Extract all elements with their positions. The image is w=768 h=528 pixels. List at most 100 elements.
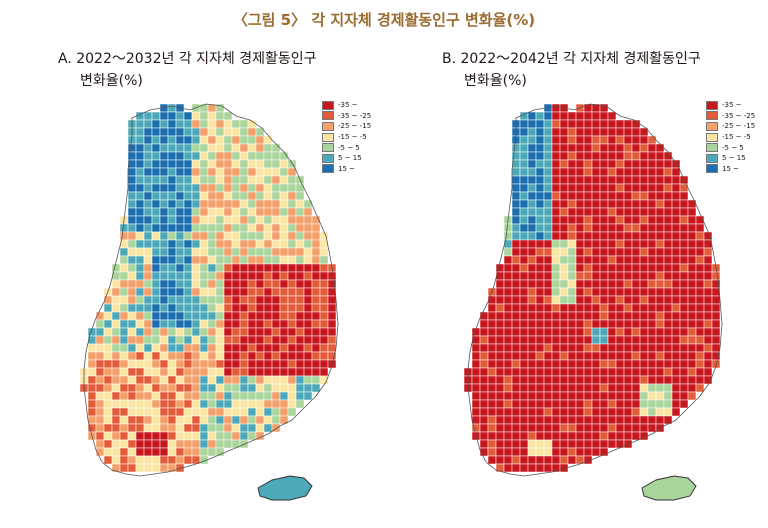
region-cell xyxy=(591,391,601,401)
region-cell xyxy=(151,119,161,129)
region-cell xyxy=(279,183,289,193)
region-cell xyxy=(567,119,577,129)
region-cell xyxy=(671,351,681,361)
region-cell xyxy=(167,447,177,457)
region-cell xyxy=(135,343,145,353)
region-cell xyxy=(103,415,113,425)
region-cell xyxy=(159,327,169,337)
region-cell xyxy=(511,383,521,393)
region-cell xyxy=(199,263,209,273)
region-cell xyxy=(119,415,129,425)
region-cell xyxy=(527,423,537,433)
region-cell xyxy=(303,303,313,313)
region-cell xyxy=(535,335,545,345)
region-cell xyxy=(295,255,305,265)
region-cell xyxy=(655,199,665,209)
region-cell xyxy=(607,239,617,249)
region-cell xyxy=(215,383,225,393)
region-cell xyxy=(503,351,513,361)
region-cell xyxy=(231,383,241,393)
region-cell xyxy=(615,327,625,337)
region-cell xyxy=(271,167,281,177)
region-cell xyxy=(543,223,553,233)
region-cell xyxy=(175,407,185,417)
region-cell xyxy=(287,223,297,233)
region-cell xyxy=(559,215,569,225)
region-cell xyxy=(591,127,601,137)
region-cell xyxy=(559,447,569,457)
region-cell xyxy=(247,407,257,417)
region-cell xyxy=(591,423,601,433)
region-cell xyxy=(303,375,313,385)
region-cell xyxy=(239,287,249,297)
region-cell xyxy=(271,239,281,249)
region-cell xyxy=(647,159,657,169)
region-cell xyxy=(679,351,689,361)
region-cell xyxy=(479,335,489,345)
region-cell xyxy=(535,279,545,289)
region-cell xyxy=(615,279,625,289)
region-cell xyxy=(207,359,217,369)
region-cell xyxy=(559,199,569,209)
region-cell xyxy=(615,335,625,345)
region-cell xyxy=(143,175,153,185)
region-cell xyxy=(599,119,609,129)
region-cell xyxy=(663,311,673,321)
region-cell xyxy=(511,223,521,233)
region-cell xyxy=(167,319,177,329)
region-cell xyxy=(575,279,585,289)
region-cell xyxy=(311,319,321,329)
region-cell xyxy=(511,399,521,409)
region-cell xyxy=(183,303,193,313)
legend-label: -35 ~ -25 xyxy=(722,111,756,120)
region-cell xyxy=(535,351,545,361)
region-cell xyxy=(319,255,329,265)
region-cell xyxy=(199,407,209,417)
region-cell xyxy=(287,359,297,369)
region-cell xyxy=(119,327,129,337)
legend-swatch xyxy=(322,164,334,174)
region-cell xyxy=(599,287,609,297)
region-cell xyxy=(575,359,585,369)
region-cell xyxy=(263,383,273,393)
region-cell xyxy=(495,311,505,321)
region-cell xyxy=(511,191,521,201)
region-cell xyxy=(535,391,545,401)
region-cell xyxy=(527,311,537,321)
region-cell xyxy=(311,375,321,385)
region-cell xyxy=(647,207,657,217)
region-cell xyxy=(167,287,177,297)
region-cell xyxy=(151,151,161,161)
region-cell xyxy=(287,167,297,177)
region-cell xyxy=(567,327,577,337)
legend-label: 5 ~ 15 xyxy=(722,154,746,163)
region-cell xyxy=(255,167,265,177)
region-cell xyxy=(543,143,553,153)
region-cell xyxy=(575,319,585,329)
region-cell xyxy=(135,207,145,217)
region-cell xyxy=(167,239,177,249)
region-cell xyxy=(487,351,497,361)
region-cell xyxy=(607,391,617,401)
region-cell xyxy=(559,439,569,449)
region-cell xyxy=(263,287,273,297)
region-cell xyxy=(199,327,209,337)
region-cell xyxy=(559,279,569,289)
region-cell xyxy=(287,175,297,185)
region-cell xyxy=(543,303,553,313)
region-cell xyxy=(95,423,105,433)
region-cell xyxy=(623,215,633,225)
region-cell xyxy=(647,183,657,193)
region-cell xyxy=(119,463,129,473)
region-cell xyxy=(527,367,537,377)
region-cell xyxy=(575,215,585,225)
region-cell xyxy=(551,415,561,425)
region-cell xyxy=(623,367,633,377)
region-cell xyxy=(495,287,505,297)
region-cell xyxy=(183,127,193,137)
region-cell xyxy=(223,167,233,177)
region-cell xyxy=(111,351,121,361)
region-cell xyxy=(183,215,193,225)
region-cell xyxy=(511,231,521,241)
region-cell xyxy=(215,135,225,145)
